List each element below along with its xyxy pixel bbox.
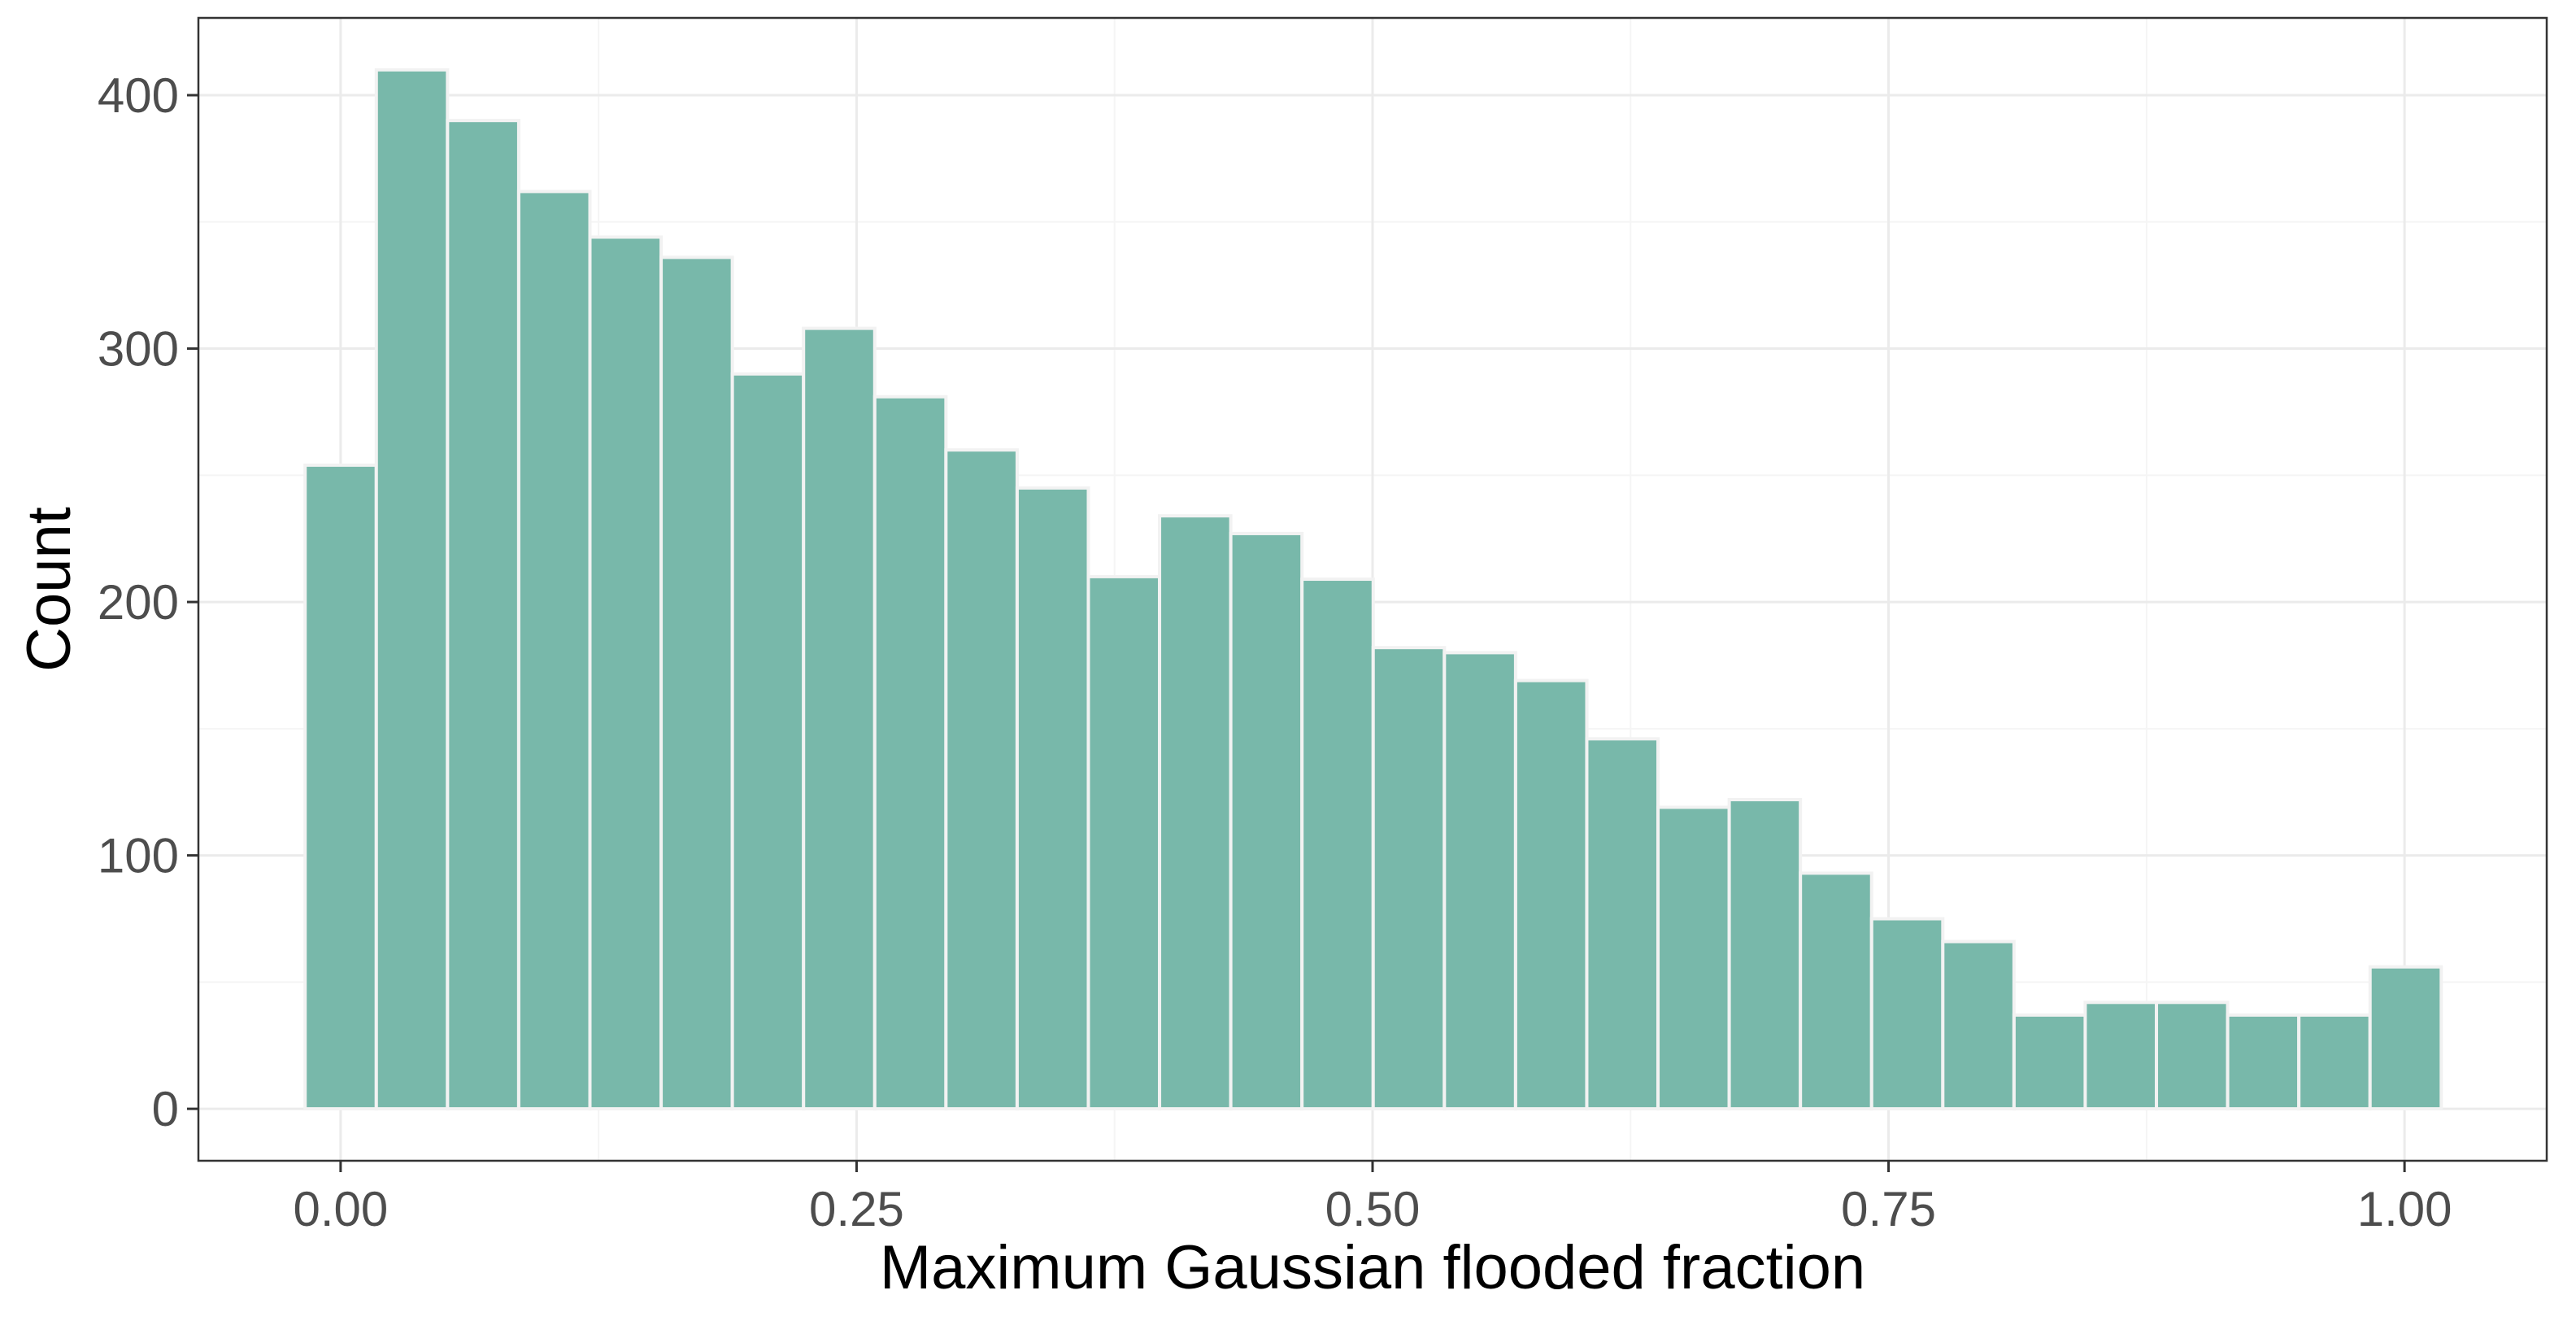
histogram-bar	[730, 372, 806, 1111]
histogram-bar	[2297, 1013, 2372, 1111]
histogram-bar	[1799, 871, 1873, 1111]
histogram-bar	[303, 463, 378, 1111]
histogram-bar	[1229, 531, 1304, 1111]
x-tick-label: 1.00	[2357, 1182, 2452, 1236]
x-axis: 0.00 0.25 0.50 0.75 1.00	[293, 1161, 2452, 1236]
histogram-bar	[1158, 514, 1233, 1111]
histogram-bar	[2012, 1013, 2087, 1111]
histogram-bar	[1727, 798, 1803, 1111]
y-tick-label: 0	[152, 1082, 179, 1136]
histogram-bar	[1585, 737, 1660, 1111]
x-tick-label: 0.75	[1841, 1182, 1936, 1236]
histogram-bar	[516, 190, 592, 1111]
x-tick-label: 0.25	[809, 1182, 904, 1236]
histogram-bar	[1513, 678, 1589, 1111]
y-axis: 0 100 200 300 400	[98, 68, 198, 1136]
histogram-bar	[2226, 1013, 2301, 1111]
histogram-bar	[2368, 965, 2443, 1111]
histogram-bar	[446, 119, 520, 1111]
histogram-bar	[1656, 805, 1731, 1111]
histogram-bar	[2155, 1001, 2230, 1111]
histogram-bar	[1300, 578, 1375, 1111]
histogram-bar	[1442, 651, 1517, 1111]
histogram-bar	[588, 235, 664, 1111]
histogram-bar	[1869, 917, 1945, 1111]
histogram-bar	[374, 68, 450, 1111]
y-tick-label: 100	[98, 829, 179, 883]
histogram-bar	[2083, 1001, 2159, 1111]
histogram-bar	[1015, 486, 1090, 1111]
histogram-bar	[1941, 940, 2016, 1111]
x-tick-label: 0.00	[293, 1182, 388, 1236]
y-tick-label: 200	[98, 575, 179, 630]
histogram-bar	[1371, 646, 1447, 1111]
histogram-bar	[944, 448, 1019, 1111]
y-tick-label: 300	[98, 322, 179, 377]
histogram-bars	[303, 68, 2443, 1111]
x-axis-title: Maximum Gaussian flooded fraction	[880, 1233, 1865, 1302]
histogram-bar	[802, 326, 877, 1111]
y-tick-label: 400	[98, 68, 179, 123]
histogram-bar	[1086, 574, 1162, 1111]
y-axis-title: Count	[15, 507, 84, 672]
histogram-bar	[872, 395, 948, 1111]
x-tick-label: 0.50	[1325, 1182, 1421, 1236]
histogram-bar	[659, 255, 734, 1111]
